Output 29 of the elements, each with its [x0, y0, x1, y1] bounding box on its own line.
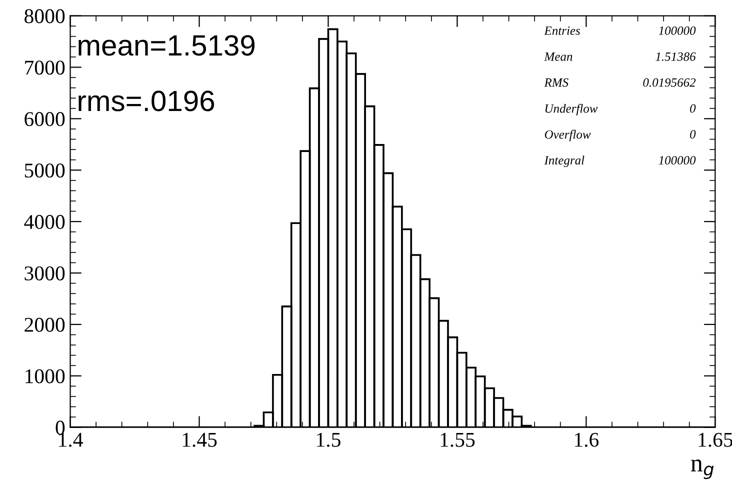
annotation: 100000 — [658, 156, 696, 165]
y-tick-label: 0 — [56, 420, 65, 435]
annotation: Underflow — [545, 104, 598, 116]
annotation: rms=.0196 — [78, 90, 214, 112]
y-tick-label: 6000 — [24, 112, 65, 126]
y-tick-label: 2000 — [24, 318, 65, 332]
x-tick-label: 1.5 — [317, 432, 340, 447]
annotation: Mean — [544, 52, 572, 61]
x-axis-title: n$_{g}$ — [690, 460, 714, 480]
x-tick-label: 1.6 — [574, 432, 599, 447]
y-tick-label: 4000 — [24, 214, 65, 229]
annotation: 0 — [690, 130, 696, 139]
annotation: Overflow — [544, 130, 591, 142]
y-tick-label: 8000 — [24, 9, 65, 24]
annotation: mean=1.5139 — [78, 35, 255, 56]
x-tick-label: 1.4 — [59, 432, 83, 447]
annotation: 0.0195662 — [643, 78, 696, 87]
y-tick-label: 5000 — [24, 163, 65, 178]
annotation: 100000 — [658, 26, 696, 35]
y-tick-label: 7000 — [25, 60, 65, 75]
annotation: Integral — [544, 156, 584, 168]
annotation: Entries — [544, 26, 580, 35]
annotation: RMS — [544, 78, 568, 87]
x-tick-label: 1.55 — [440, 432, 475, 447]
annotation: 1.51386 — [656, 52, 696, 61]
y-tick-label: 1000 — [26, 369, 65, 384]
x-tick-label: 1.45 — [182, 432, 217, 447]
y-tick-label: 3000 — [24, 266, 65, 280]
annotation: 0 — [690, 104, 696, 113]
